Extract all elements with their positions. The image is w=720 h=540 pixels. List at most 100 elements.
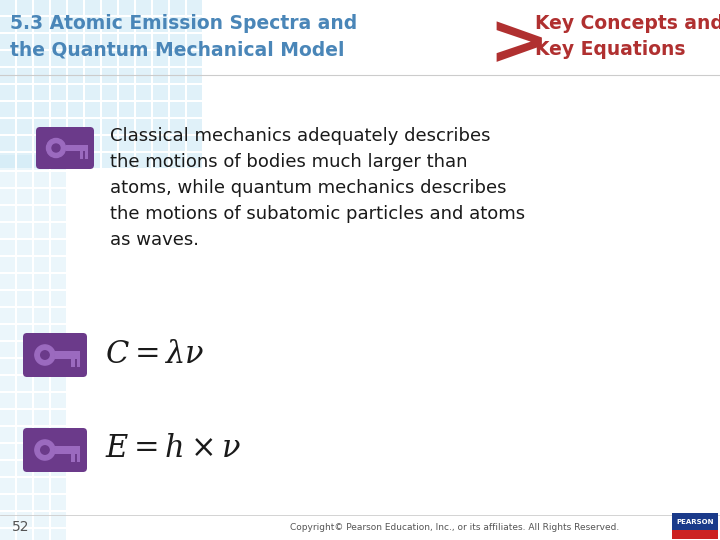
FancyBboxPatch shape (51, 85, 66, 100)
FancyBboxPatch shape (119, 51, 134, 66)
FancyBboxPatch shape (102, 34, 117, 49)
Text: as waves.: as waves. (110, 231, 199, 249)
FancyBboxPatch shape (0, 155, 15, 170)
FancyBboxPatch shape (136, 102, 151, 117)
FancyBboxPatch shape (34, 257, 49, 272)
FancyBboxPatch shape (85, 151, 88, 159)
Circle shape (35, 345, 55, 365)
FancyBboxPatch shape (136, 68, 151, 83)
FancyBboxPatch shape (85, 102, 100, 117)
FancyBboxPatch shape (102, 17, 117, 32)
FancyBboxPatch shape (34, 512, 49, 527)
FancyBboxPatch shape (153, 17, 168, 32)
FancyBboxPatch shape (51, 155, 66, 170)
FancyBboxPatch shape (68, 85, 83, 100)
FancyBboxPatch shape (672, 530, 718, 539)
FancyBboxPatch shape (51, 274, 66, 289)
FancyBboxPatch shape (34, 17, 49, 32)
FancyBboxPatch shape (66, 145, 88, 151)
FancyBboxPatch shape (0, 410, 15, 425)
FancyBboxPatch shape (0, 136, 15, 151)
Text: $C = \lambda\nu$: $C = \lambda\nu$ (105, 340, 204, 369)
FancyBboxPatch shape (85, 17, 100, 32)
FancyBboxPatch shape (0, 325, 15, 340)
FancyBboxPatch shape (187, 34, 202, 49)
FancyBboxPatch shape (51, 189, 66, 204)
FancyBboxPatch shape (51, 512, 66, 527)
FancyBboxPatch shape (0, 495, 15, 510)
FancyBboxPatch shape (0, 427, 15, 442)
FancyBboxPatch shape (0, 444, 15, 459)
FancyBboxPatch shape (170, 68, 185, 83)
FancyBboxPatch shape (51, 427, 66, 442)
FancyBboxPatch shape (85, 85, 100, 100)
FancyBboxPatch shape (34, 85, 49, 100)
FancyBboxPatch shape (17, 410, 32, 425)
FancyBboxPatch shape (17, 17, 32, 32)
FancyBboxPatch shape (136, 119, 151, 134)
FancyBboxPatch shape (17, 512, 32, 527)
FancyBboxPatch shape (0, 393, 15, 408)
FancyBboxPatch shape (34, 223, 49, 238)
FancyBboxPatch shape (34, 376, 49, 391)
FancyBboxPatch shape (34, 0, 49, 15)
FancyBboxPatch shape (153, 51, 168, 66)
FancyBboxPatch shape (672, 513, 718, 539)
FancyBboxPatch shape (0, 17, 15, 32)
FancyBboxPatch shape (17, 325, 32, 340)
FancyBboxPatch shape (17, 257, 32, 272)
FancyBboxPatch shape (153, 119, 168, 134)
FancyBboxPatch shape (17, 34, 32, 49)
Circle shape (41, 351, 49, 359)
Text: Classical mechanics adequately describes: Classical mechanics adequately describes (110, 127, 490, 145)
FancyBboxPatch shape (0, 102, 15, 117)
FancyBboxPatch shape (23, 428, 87, 472)
FancyBboxPatch shape (51, 478, 66, 493)
FancyBboxPatch shape (34, 240, 49, 255)
FancyBboxPatch shape (68, 68, 83, 83)
FancyBboxPatch shape (102, 102, 117, 117)
FancyBboxPatch shape (68, 51, 83, 66)
FancyBboxPatch shape (34, 68, 49, 83)
FancyBboxPatch shape (17, 102, 32, 117)
FancyBboxPatch shape (34, 102, 49, 117)
FancyBboxPatch shape (0, 189, 15, 204)
FancyBboxPatch shape (102, 119, 117, 134)
FancyBboxPatch shape (51, 206, 66, 221)
FancyBboxPatch shape (34, 206, 49, 221)
FancyBboxPatch shape (170, 153, 185, 168)
FancyBboxPatch shape (85, 0, 100, 15)
FancyBboxPatch shape (34, 155, 49, 170)
FancyBboxPatch shape (17, 119, 32, 134)
FancyBboxPatch shape (68, 102, 83, 117)
FancyBboxPatch shape (17, 189, 32, 204)
FancyBboxPatch shape (71, 454, 75, 462)
FancyBboxPatch shape (187, 119, 202, 134)
FancyBboxPatch shape (187, 85, 202, 100)
FancyBboxPatch shape (119, 102, 134, 117)
FancyBboxPatch shape (68, 119, 83, 134)
FancyBboxPatch shape (34, 274, 49, 289)
FancyBboxPatch shape (0, 359, 15, 374)
FancyBboxPatch shape (68, 34, 83, 49)
FancyBboxPatch shape (17, 172, 32, 187)
FancyBboxPatch shape (153, 102, 168, 117)
FancyBboxPatch shape (153, 85, 168, 100)
FancyBboxPatch shape (17, 308, 32, 323)
FancyBboxPatch shape (68, 0, 83, 15)
FancyBboxPatch shape (17, 495, 32, 510)
FancyBboxPatch shape (153, 68, 168, 83)
Circle shape (41, 446, 49, 454)
FancyBboxPatch shape (51, 291, 66, 306)
FancyBboxPatch shape (0, 51, 15, 66)
FancyBboxPatch shape (34, 410, 49, 425)
Text: PEARSON: PEARSON (676, 519, 714, 525)
FancyBboxPatch shape (85, 119, 100, 134)
FancyBboxPatch shape (170, 17, 185, 32)
FancyBboxPatch shape (51, 17, 66, 32)
FancyBboxPatch shape (187, 0, 202, 15)
FancyBboxPatch shape (77, 454, 81, 462)
FancyBboxPatch shape (102, 85, 117, 100)
FancyBboxPatch shape (119, 17, 134, 32)
FancyBboxPatch shape (136, 17, 151, 32)
